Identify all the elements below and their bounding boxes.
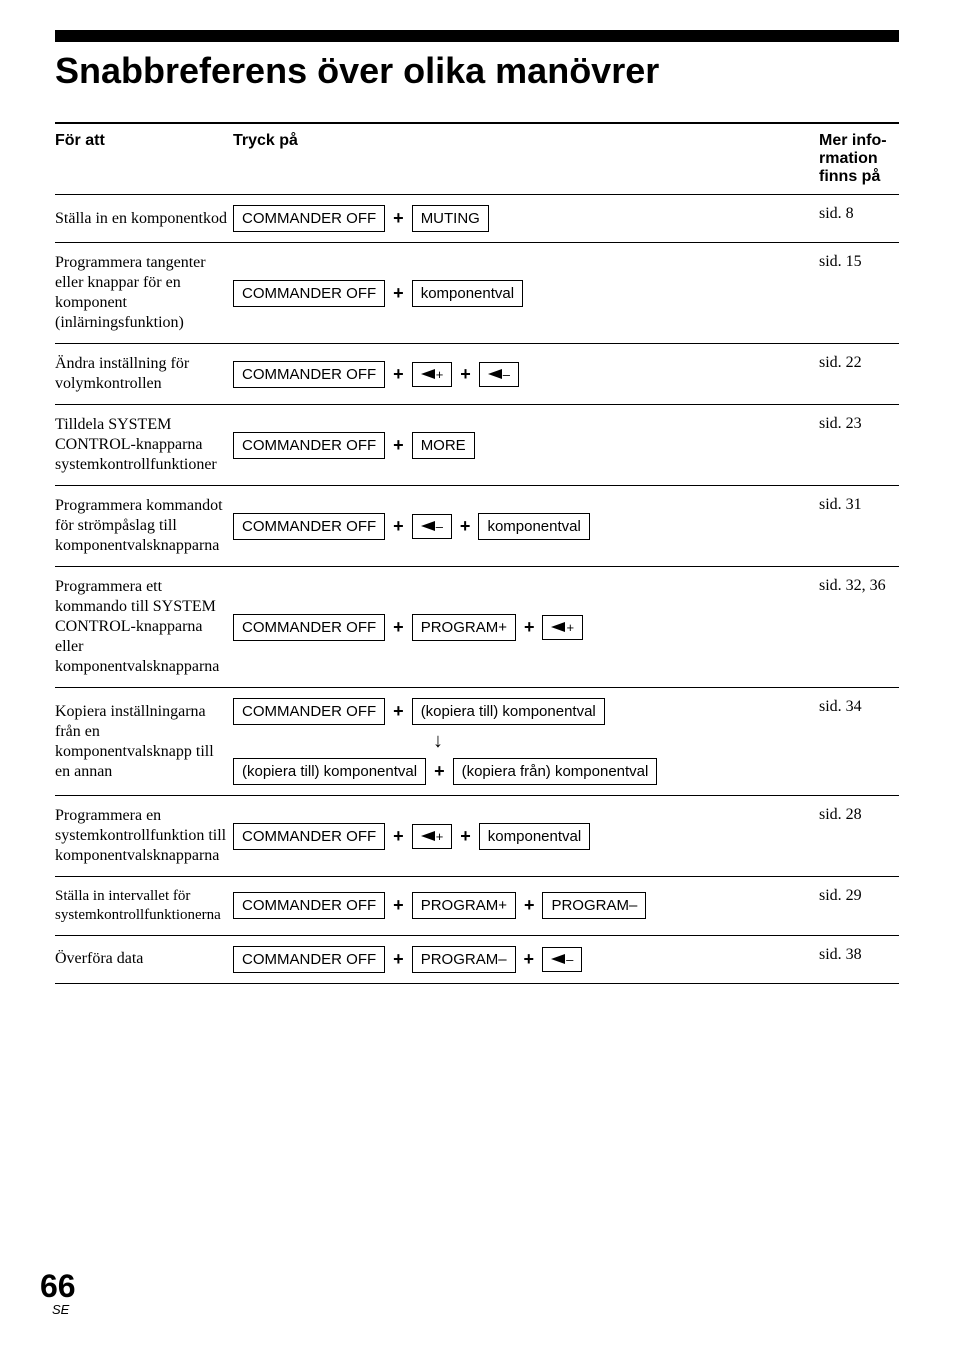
key-commander-off: COMMANDER OFF bbox=[233, 823, 385, 850]
task-label: Programmera kommandot för strömpåslag ti… bbox=[55, 486, 233, 567]
key-commander-off: COMMANDER OFF bbox=[233, 892, 385, 919]
key-vol-up: + bbox=[412, 824, 453, 849]
plus-icon: + bbox=[391, 949, 406, 970]
plus-icon: + bbox=[391, 208, 406, 229]
plus-icon: + bbox=[458, 364, 473, 385]
task-label: Programmera en systemkontrollfunktion ti… bbox=[55, 796, 233, 877]
key-sequence: COMMANDER OFF + komponentval bbox=[233, 243, 819, 344]
key-program-minus: PROGRAM– bbox=[412, 946, 516, 973]
task-label: Ställa in intervallet för systemkontroll… bbox=[55, 877, 233, 936]
plus-icon: + bbox=[522, 895, 537, 916]
key-sequence: COMMANDER OFF + (kopiera till) komponent… bbox=[233, 688, 819, 796]
plus-icon: + bbox=[458, 826, 473, 847]
header-task: För att bbox=[55, 123, 233, 195]
key-commander-off: COMMANDER OFF bbox=[233, 361, 385, 388]
reference-table: För att Tryck på Mer info- rmation finns… bbox=[55, 122, 899, 984]
plus-icon: + bbox=[391, 826, 406, 847]
page-ref: sid. 38 bbox=[819, 935, 899, 983]
key-commander-off: COMMANDER OFF bbox=[233, 698, 385, 725]
key-sequence: COMMANDER OFF + PROGRAM+ + PROGRAM– bbox=[233, 877, 819, 936]
key-sequence: COMMANDER OFF + MUTING bbox=[233, 195, 819, 243]
page-ref: sid. 29 bbox=[819, 877, 899, 936]
key-commander-off: COMMANDER OFF bbox=[233, 432, 385, 459]
key-sequence: COMMANDER OFF + + + – bbox=[233, 344, 819, 405]
table-row: Överföra data COMMANDER OFF + PROGRAM– +… bbox=[55, 935, 899, 983]
page-ref: sid. 34 bbox=[819, 688, 899, 796]
table-row: Programmera tangenter eller knappar för … bbox=[55, 243, 899, 344]
header-bar bbox=[55, 30, 899, 42]
table-row: Programmera kommandot för strömpåslag ti… bbox=[55, 486, 899, 567]
key-kopiera-fran: (kopiera från) komponentval bbox=[453, 758, 658, 785]
plus-icon: + bbox=[432, 761, 447, 782]
table-row: Tilldela SYSTEM CONTROL-knapparna system… bbox=[55, 405, 899, 486]
page-ref: sid. 31 bbox=[819, 486, 899, 567]
key-sequence: COMMANDER OFF + MORE bbox=[233, 405, 819, 486]
task-label: Tilldela SYSTEM CONTROL-knapparna system… bbox=[55, 405, 233, 486]
page-number: 66 bbox=[40, 1270, 76, 1302]
header-page: Mer info- rmation finns på bbox=[819, 123, 899, 195]
task-label: Ändra inställning för volymkontrollen bbox=[55, 344, 233, 405]
key-sequence: COMMANDER OFF + + + komponentval bbox=[233, 796, 819, 877]
task-label: Överföra data bbox=[55, 935, 233, 983]
plus-icon: + bbox=[391, 895, 406, 916]
key-commander-off: COMMANDER OFF bbox=[233, 205, 385, 232]
plus-icon: + bbox=[391, 516, 406, 537]
page-lang: SE bbox=[52, 1302, 76, 1317]
key-muting: MUTING bbox=[412, 205, 489, 232]
task-label: Ställa in en komponentkod bbox=[55, 195, 233, 243]
table-row: Ställa in en komponentkod COMMANDER OFF … bbox=[55, 195, 899, 243]
page-footer: 66 SE bbox=[40, 1270, 76, 1317]
key-commander-off: COMMANDER OFF bbox=[233, 614, 385, 641]
key-commander-off: COMMANDER OFF bbox=[233, 946, 385, 973]
table-row: Kopiera inställningarna från en komponen… bbox=[55, 688, 899, 796]
plus-icon: + bbox=[391, 283, 406, 304]
plus-icon: + bbox=[391, 701, 406, 722]
plus-icon: + bbox=[522, 949, 537, 970]
header-press: Tryck på bbox=[233, 123, 819, 195]
table-row: Ändra inställning för volymkontrollen CO… bbox=[55, 344, 899, 405]
key-vol-up: + bbox=[542, 615, 583, 640]
table-row: Programmera en systemkontrollfunktion ti… bbox=[55, 796, 899, 877]
plus-icon: + bbox=[458, 516, 473, 537]
key-kopiera-till: (kopiera till) komponentval bbox=[412, 698, 605, 725]
key-vol-down: – bbox=[412, 514, 452, 539]
key-kopiera-till: (kopiera till) komponentval bbox=[233, 758, 426, 785]
key-vol-down: – bbox=[479, 362, 519, 387]
page-ref: sid. 8 bbox=[819, 195, 899, 243]
table-row: Programmera ett kommando till SYSTEM CON… bbox=[55, 567, 899, 688]
key-vol-up: + bbox=[412, 362, 453, 387]
key-program-minus: PROGRAM– bbox=[542, 892, 646, 919]
key-komponentval: komponentval bbox=[479, 823, 590, 850]
plus-icon: + bbox=[522, 617, 537, 638]
key-sequence: COMMANDER OFF + – + komponentval bbox=[233, 486, 819, 567]
key-vol-down: – bbox=[542, 947, 582, 972]
plus-icon: + bbox=[391, 364, 406, 385]
key-program-plus: PROGRAM+ bbox=[412, 892, 516, 919]
page-ref: sid. 28 bbox=[819, 796, 899, 877]
page-title: Snabbreferens över olika manövrer bbox=[55, 50, 899, 92]
key-sequence: COMMANDER OFF + PROGRAM+ + + bbox=[233, 567, 819, 688]
task-label: Programmera ett kommando till SYSTEM CON… bbox=[55, 567, 233, 688]
key-more: MORE bbox=[412, 432, 475, 459]
key-commander-off: COMMANDER OFF bbox=[233, 513, 385, 540]
table-row: Ställa in intervallet för systemkontroll… bbox=[55, 877, 899, 936]
task-label: Kopiera inställningarna från en komponen… bbox=[55, 688, 233, 796]
page-ref: sid. 32, 36 bbox=[819, 567, 899, 688]
plus-icon: + bbox=[391, 435, 406, 456]
task-label: Programmera tangenter eller knappar för … bbox=[55, 243, 233, 344]
key-komponentval: komponentval bbox=[412, 280, 523, 307]
page-ref: sid. 23 bbox=[819, 405, 899, 486]
key-program-plus: PROGRAM+ bbox=[412, 614, 516, 641]
page-ref: sid. 15 bbox=[819, 243, 899, 344]
down-arrow-icon: ↓ bbox=[433, 730, 443, 752]
key-sequence: COMMANDER OFF + PROGRAM– + – bbox=[233, 935, 819, 983]
plus-icon: + bbox=[391, 617, 406, 638]
page-ref: sid. 22 bbox=[819, 344, 899, 405]
key-commander-off: COMMANDER OFF bbox=[233, 280, 385, 307]
key-komponentval: komponentval bbox=[478, 513, 589, 540]
